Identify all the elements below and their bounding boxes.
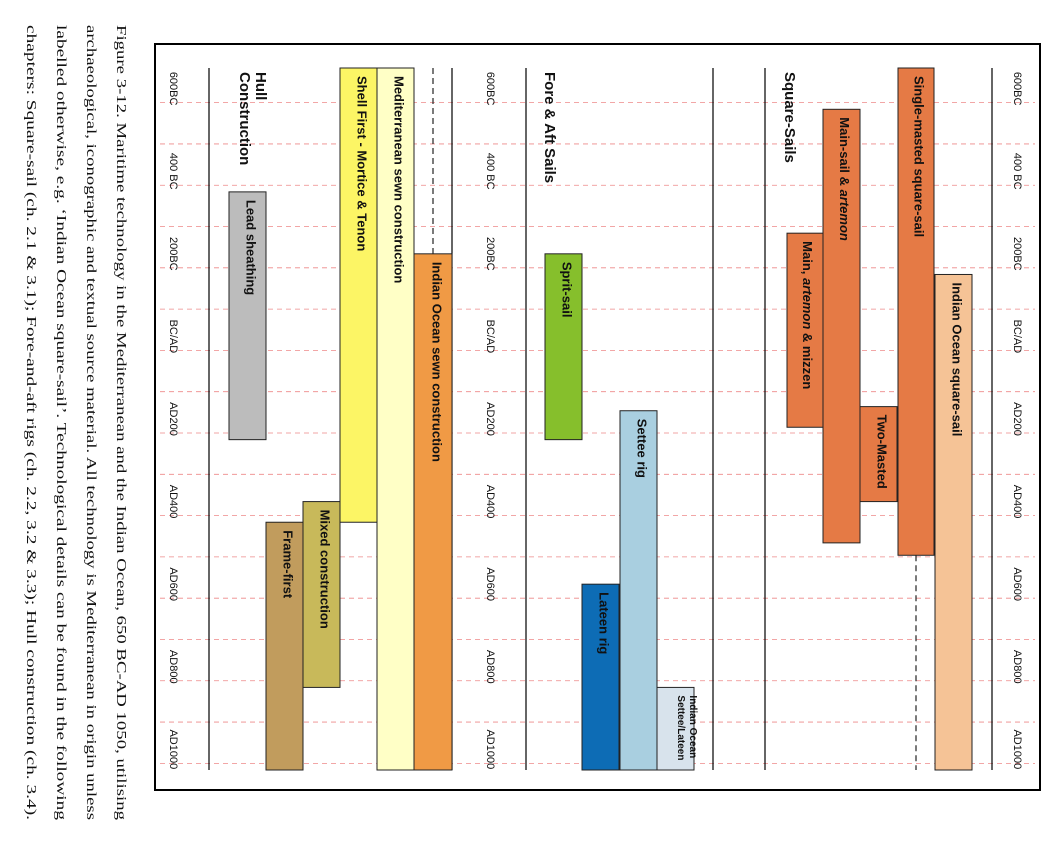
tick-label: AD1000 [1011, 729, 1023, 769]
timeline-bar [897, 67, 935, 556]
bar-label: Main-sail & artemon [837, 117, 852, 241]
figure-caption: Figure 3-12. Maritime technology in the … [23, 25, 128, 820]
tick-label: AD200 [484, 402, 496, 436]
bar-label: Indian Ocean square-sail [949, 282, 964, 436]
tick-label: 400 BC [167, 153, 179, 190]
tick-label: 200BC [484, 237, 496, 271]
tick-label: 600BC [1011, 72, 1023, 106]
tick-label: BC/AD [484, 320, 496, 354]
tick-label: AD200 [1011, 402, 1023, 436]
timeline-labels: 600BC 400 BC 200BC BC/AD AD200 AD400 AD600 AD80… [167, 72, 1023, 769]
bar-label: Mixed construction [317, 510, 332, 629]
section-title: Fore & Aft Sails [541, 72, 558, 183]
tick-label: AD400 [167, 485, 179, 519]
section-title: Hull [252, 72, 269, 100]
tick-label: 600BC [167, 72, 179, 106]
bar-label: Main, artemon & mizzen [800, 241, 815, 389]
tick-label: AD800 [167, 650, 179, 684]
bar-label: Mediterranean sewn construction [391, 76, 406, 283]
timeline-bar [859, 406, 898, 503]
tick-label: AD800 [1011, 650, 1023, 684]
bar-label: Indian Ocean [687, 695, 698, 758]
tick-label: AD400 [1011, 485, 1023, 519]
bar-label: Shell First - Mortice & Tenon [354, 76, 369, 251]
timeline-bar [339, 67, 378, 523]
caption-line: archaeological, iconographic and textual… [83, 25, 98, 820]
timeline-bar [302, 501, 341, 688]
tick-label: AD1000 [484, 729, 496, 769]
bar-label: Single-masted square-sail [911, 76, 926, 237]
timeline-bar [228, 191, 267, 441]
tick-label: 600BC [484, 72, 496, 106]
bar-label: Two-Masted [874, 415, 889, 489]
tick-label: 400 BC [484, 153, 496, 190]
bar-label: Lead sheathing [243, 200, 258, 295]
timeline-bar [934, 273, 973, 771]
tick-label: AD1000 [167, 729, 179, 769]
timeline-bar [265, 521, 304, 771]
timeline-bar [786, 232, 824, 428]
tick-label: AD400 [484, 485, 496, 519]
timeline-bar [544, 253, 583, 441]
caption-line: chapters: Square-sail (ch. 2.1 & 3.1); F… [23, 25, 38, 820]
tick-label: AD600 [484, 567, 496, 601]
bar-label: Indian Ocean sewn construction [429, 262, 444, 462]
timeline-bar [581, 583, 620, 771]
bar-label: Lateen rig [596, 592, 611, 654]
tick-label: 400 BC [1011, 153, 1023, 190]
tick-label: AD200 [167, 402, 179, 436]
bar-label: Sprit-sail [559, 262, 574, 318]
timeline-bar [822, 108, 861, 544]
section-title: Construction [236, 72, 253, 165]
bar-label: Settee/Lateen [675, 695, 686, 760]
section-title: Square-Sails [781, 72, 798, 163]
timeline-bar [376, 67, 415, 771]
bar-label: Settee rig [634, 419, 649, 478]
caption-line: labelled otherwise, e.g. ‘Indian Ocean s… [53, 25, 68, 820]
tick-label: 200BC [1011, 237, 1023, 271]
timeline-bar [656, 686, 695, 771]
tick-label: BC/AD [167, 320, 179, 354]
tick-label: 200BC [167, 237, 179, 271]
tick-label: AD800 [484, 650, 496, 684]
tick-label: AD600 [167, 567, 179, 601]
timeline-bar [619, 410, 658, 771]
tick-label: BC/AD [1011, 320, 1023, 354]
timeline-bars [228, 67, 973, 771]
caption-line: Figure 3-12. Maritime technology in the … [113, 25, 128, 820]
bar-label: Frame-first [280, 530, 295, 599]
tick-label: AD600 [1011, 567, 1023, 601]
